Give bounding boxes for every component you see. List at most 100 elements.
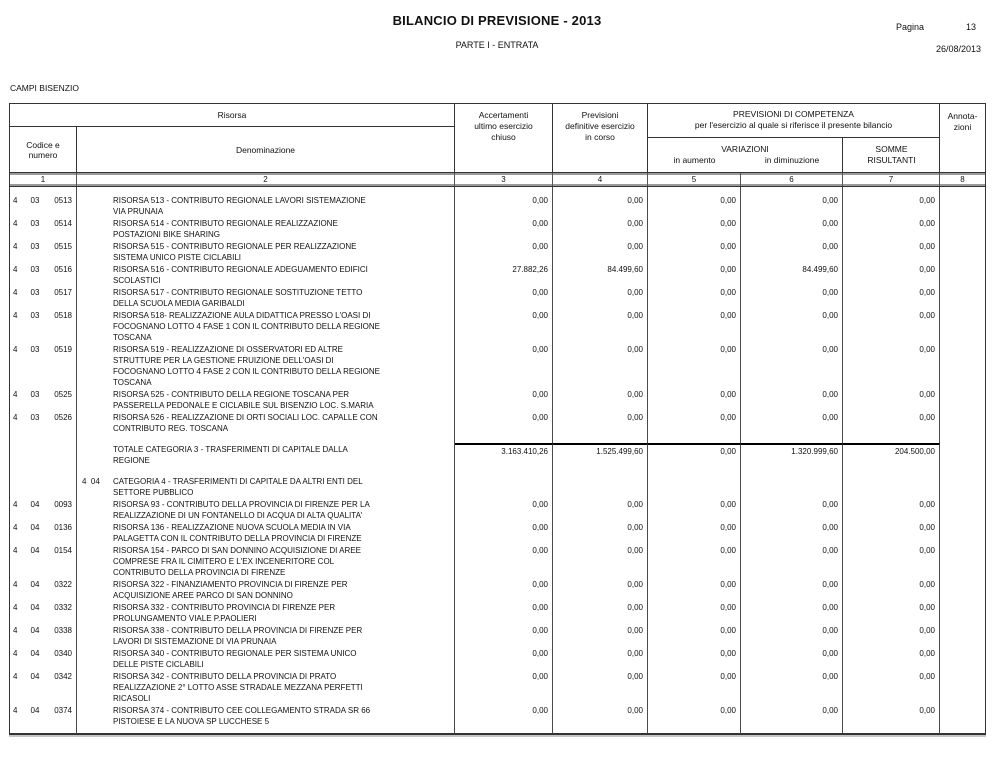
code-part: 03	[30, 390, 40, 399]
header-variazioni-title: VARIAZIONI	[721, 144, 769, 154]
code-part: 4	[13, 626, 18, 635]
value-cell-somme: 0,00	[843, 263, 940, 286]
value-cell-somme: 0,00	[843, 601, 940, 624]
code-part: 0517	[54, 288, 72, 297]
denomination-cell	[77, 466, 455, 475]
denomination-text: RISORSA 340 - CONTRIBUTO REGIONALE PER S…	[113, 649, 357, 669]
column-number-7: 7	[843, 173, 940, 186]
table-row: 4 03 0513 RISORSA 513 - CONTRIBUTO REGIONAL…	[10, 187, 985, 217]
table-row: 4 03 0516 RISORSA 516 - CONTRIBUTO REGIONAL…	[10, 263, 985, 286]
value-cell-accertamenti: 0,00	[455, 411, 553, 434]
denomination-text: RISORSA 513 - CONTRIBUTO REGIONALE LAVOR…	[113, 196, 366, 216]
code-cell	[10, 443, 77, 466]
code-cell: 4 04 0338	[10, 624, 77, 647]
value-cell-previsioni	[553, 434, 648, 443]
code-part: 0340	[54, 649, 72, 658]
code-part: 04	[30, 523, 40, 532]
value-cell-accertamenti: 0,00	[455, 601, 553, 624]
code-part: 04	[30, 500, 40, 509]
value-cell-somme: 0,00	[843, 187, 940, 217]
column-number-6: 6	[741, 173, 843, 186]
annotation-cell	[940, 434, 985, 443]
value-cell-previsioni: 0,00	[553, 704, 648, 727]
code-part: 4	[13, 265, 18, 274]
denomination-cell	[77, 434, 455, 443]
value-cell-somme: 0,00	[843, 411, 940, 434]
category-code-prefix	[82, 499, 113, 521]
category-code-prefix	[82, 648, 113, 670]
code-part: 4	[13, 546, 18, 555]
code-part: 0525	[54, 390, 72, 399]
code-part: 03	[30, 265, 40, 274]
category-code-prefix	[82, 705, 113, 727]
column-number-3: 3	[455, 173, 553, 186]
spacer-row	[10, 466, 985, 475]
header-previsioni: Previsioni definitive esercizio in corso	[553, 104, 648, 172]
annotation-cell	[940, 704, 985, 727]
denomination-cell: RISORSA 374 - CONTRIBUTO CEE COLLEGAMENT…	[77, 704, 455, 727]
value-cell-somme	[843, 434, 940, 443]
category-code-prefix	[82, 602, 113, 624]
value-cell-somme: 0,00	[843, 544, 940, 578]
denomination-cell: RISORSA 515 - CONTRIBUTO REGIONALE PER R…	[77, 240, 455, 263]
header-somme-risultanti: SOMME RISULTANTI	[867, 144, 916, 165]
value-cell-accertamenti	[455, 434, 553, 443]
value-cell-somme: 0,00	[843, 343, 940, 388]
category-code-prefix	[82, 389, 113, 411]
denomination-cell: 4 04 CATEGORIA 4 - TRASFERIMENTI DI CAPIT…	[77, 475, 455, 498]
category-code-prefix: 4 04	[82, 477, 100, 486]
annotation-cell	[940, 388, 985, 411]
value-cell-somme: 0,00	[843, 309, 940, 343]
value-cell-accertamenti: 0,00	[455, 309, 553, 343]
annotation-cell	[940, 544, 985, 578]
category-code-prefix	[82, 728, 113, 733]
code-cell: 4 03 0518	[10, 309, 77, 343]
value-cell-somme: 0,00	[843, 240, 940, 263]
value-cell-variazioni-aumento: 0,00	[648, 704, 741, 727]
code-part: 4	[13, 523, 18, 532]
value-cell-variazioni-diminuzione	[741, 466, 843, 475]
denomination-text: RISORSA 514 - CONTRIBUTO REGIONALE REALI…	[113, 219, 338, 239]
code-cell: 4 04 0340	[10, 647, 77, 670]
value-cell-previsioni: 0,00	[553, 187, 648, 217]
denomination-text: RISORSA 338 - CONTRIBUTO DELLA PROVINCIA…	[113, 626, 363, 646]
code-part: 4	[13, 288, 18, 297]
value-cell-variazioni-aumento: 0,00	[648, 521, 741, 544]
header-previsioni-competenza: PREVISIONI DI COMPETENZA per l'esercizio…	[648, 104, 939, 138]
value-cell-previsioni: 0,00	[553, 240, 648, 263]
denomination-text: RISORSA 519 - REALIZZAZIONE DI OSSERVATO…	[113, 345, 381, 387]
table-row: 4 03 0525 RISORSA 525 - CONTRIBUTO DELLA RE…	[10, 388, 985, 411]
value-cell-variazioni-diminuzione: 0,00	[741, 187, 843, 217]
value-cell-variazioni-aumento: 0,00	[648, 624, 741, 647]
value-cell-accertamenti: 0,00	[455, 670, 553, 704]
header-accertamenti: Accertamenti ultimo esercizio chiuso	[455, 104, 553, 172]
code-cell: 4 04 0322	[10, 578, 77, 601]
value-cell-accertamenti: 0,00	[455, 704, 553, 727]
value-cell-previsioni: 0,00	[553, 309, 648, 343]
annotation-cell	[940, 647, 985, 670]
category-code-prefix	[82, 344, 113, 388]
code-cell: 4 03 0514	[10, 217, 77, 240]
code-part: 4	[13, 672, 18, 681]
denomination-text: RISORSA 136 - REALIZZAZIONE NUOVA SCUOLA…	[113, 523, 362, 543]
value-cell-previsioni: 0,00	[553, 521, 648, 544]
annotation-cell	[940, 727, 985, 733]
code-part: 04	[30, 546, 40, 555]
annotation-cell	[940, 217, 985, 240]
value-cell-previsioni: 0,00	[553, 343, 648, 388]
value-cell-previsioni: 0,00	[553, 544, 648, 578]
code-part: 04	[30, 580, 40, 589]
value-cell-variazioni-aumento: 0,00	[648, 578, 741, 601]
table-row: 4 03 0517 RISORSA 517 - CONTRIBUTO REGIONAL…	[10, 286, 985, 309]
denomination-cell: RISORSA 340 - CONTRIBUTO REGIONALE PER S…	[77, 647, 455, 670]
code-cell	[10, 475, 77, 498]
annotation-cell	[940, 578, 985, 601]
value-cell-accertamenti: 0,00	[455, 343, 553, 388]
value-cell-variazioni-diminuzione	[741, 434, 843, 443]
table-row: 4 03 0515 RISORSA 515 - CONTRIBUTO REGIONAL…	[10, 240, 985, 263]
value-cell-variazioni-diminuzione: 0,00	[741, 498, 843, 521]
denomination-cell: RISORSA 322 - FINANZIAMENTO PROVINCIA DI…	[77, 578, 455, 601]
value-cell-somme: 0,00	[843, 286, 940, 309]
code-part: 0515	[54, 242, 72, 251]
code-part: 0154	[54, 546, 72, 555]
